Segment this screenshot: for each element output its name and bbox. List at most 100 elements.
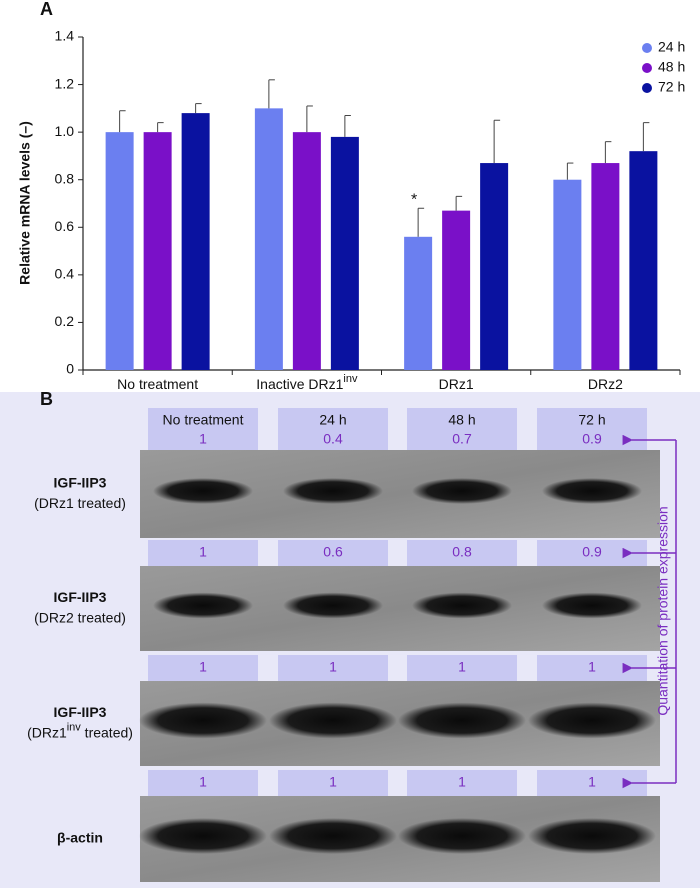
blot-band — [528, 702, 656, 739]
blot-band — [398, 818, 526, 854]
blot-band — [283, 592, 383, 619]
x-tick-label: Inactive DRz1inv — [256, 373, 358, 392]
quantitation-value: 1 — [588, 774, 596, 790]
blot-band — [153, 592, 253, 619]
legend-marker — [642, 43, 652, 53]
quantitation-value: 0.4 — [323, 431, 343, 447]
column-box — [407, 540, 517, 566]
blot-band — [283, 478, 383, 504]
quantitation-value: 1 — [199, 544, 207, 560]
blot-sublabel: (DRz1 treated) — [34, 495, 126, 511]
category-superscript: inv — [343, 373, 358, 385]
bar — [330, 136, 359, 370]
panel-label: A — [40, 0, 53, 19]
category-text: DRz1 — [439, 376, 474, 392]
column-header: No treatment — [163, 412, 244, 428]
sublabel-text: (DRz2 treated) — [34, 609, 126, 625]
blot-label: β-actin — [57, 830, 103, 846]
legend-label: 24 h — [658, 39, 685, 55]
y-tick-label: 0.2 — [55, 313, 75, 329]
column-header: 72 h — [578, 412, 605, 428]
y-tick-label: 0 — [66, 361, 74, 377]
quantitation-value: 0.8 — [452, 544, 472, 560]
quantitation-value: 1 — [458, 659, 466, 675]
quantitation-value: 1 — [199, 659, 207, 675]
blot-label: IGF-IIP3 — [54, 475, 107, 491]
panel-b: No treatment 24 h 48 h 72 h 1 0.4 0.7 0.9 IGF-II… — [27, 408, 677, 882]
x-tick-label: DRz1 — [439, 376, 474, 392]
legend-label: 72 h — [658, 79, 685, 95]
bar — [553, 179, 582, 370]
quantitation-value: 1 — [199, 774, 207, 790]
quantitation-label: Quantitation of protein expression — [655, 506, 671, 715]
bar — [629, 151, 658, 370]
column-header: 48 h — [448, 412, 475, 428]
y-tick-label: 0.4 — [55, 266, 75, 282]
column-box — [278, 770, 388, 796]
y-axis-label: Relative mRNA levels (–) — [17, 121, 33, 285]
y-tick-label: 0.6 — [55, 218, 75, 234]
category-text: No treatment — [117, 376, 198, 392]
y-tick-label: 1.0 — [55, 123, 75, 139]
column-header: 24 h — [319, 412, 346, 428]
bar — [591, 163, 620, 370]
bar — [442, 210, 471, 370]
quantitation-value: 0.7 — [452, 431, 472, 447]
sublabel-text: (DRz1 treated) — [34, 495, 126, 511]
blot-band — [139, 818, 267, 854]
blot-sublabel: (DRz2 treated) — [34, 609, 126, 625]
blot-band — [269, 818, 397, 854]
x-tick-label: No treatment — [117, 376, 198, 392]
blot-band — [153, 478, 253, 504]
bar — [404, 236, 433, 370]
category-text: DRz2 — [588, 376, 623, 392]
quantitation-value: 1 — [199, 431, 207, 447]
legend-marker — [642, 63, 652, 73]
quantitation-value: 1 — [329, 774, 337, 790]
quantitation-value: 0.9 — [582, 544, 602, 560]
sublabel-text: (DRz1 — [27, 724, 67, 740]
bar — [181, 113, 210, 370]
blot-label: IGF-IIP3 — [54, 704, 107, 720]
column-box — [148, 540, 258, 566]
quantitation-value: 0.6 — [323, 544, 343, 560]
sublabel-text: treated) — [81, 724, 133, 740]
blot-label: IGF-IIP3 — [54, 589, 107, 605]
blot-band — [542, 478, 642, 504]
bar — [254, 108, 283, 370]
quantitation-value: 1 — [458, 774, 466, 790]
bar — [480, 163, 509, 370]
blot-band — [542, 592, 642, 619]
blot-band — [528, 818, 656, 854]
column-box — [148, 408, 258, 450]
column-box — [407, 655, 517, 681]
blot-band — [398, 702, 526, 739]
blot-band — [412, 592, 512, 619]
y-tick-label: 1.2 — [55, 75, 75, 91]
blot-sublabel: (DRz1inv treated) — [27, 721, 133, 740]
column-box — [148, 655, 258, 681]
annotation: * — [411, 191, 417, 208]
category-text: Inactive DRz1 — [256, 376, 343, 392]
sublabel-superscript: inv — [67, 721, 82, 733]
y-tick-label: 1.4 — [55, 28, 75, 44]
quantitation-value: 1 — [588, 659, 596, 675]
bar — [292, 132, 321, 370]
y-tick-label: 0.8 — [55, 170, 75, 186]
blot-band — [412, 478, 512, 504]
panel-label: B — [40, 389, 53, 409]
column-box — [407, 408, 517, 450]
column-box — [278, 540, 388, 566]
quantitation-value: 0.9 — [582, 431, 602, 447]
column-box — [148, 770, 258, 796]
column-box — [278, 655, 388, 681]
panel-a: 0 0.2 0.4 0.6 0.8 1.0 1.2 1.4 No treatment Inacti… — [55, 28, 686, 392]
x-tick-label: DRz2 — [588, 376, 623, 392]
column-box — [278, 408, 388, 450]
bar — [143, 132, 172, 370]
blot-band — [139, 702, 267, 739]
blot-band — [269, 702, 397, 739]
column-box — [407, 770, 517, 796]
quantitation-value: 1 — [329, 659, 337, 675]
